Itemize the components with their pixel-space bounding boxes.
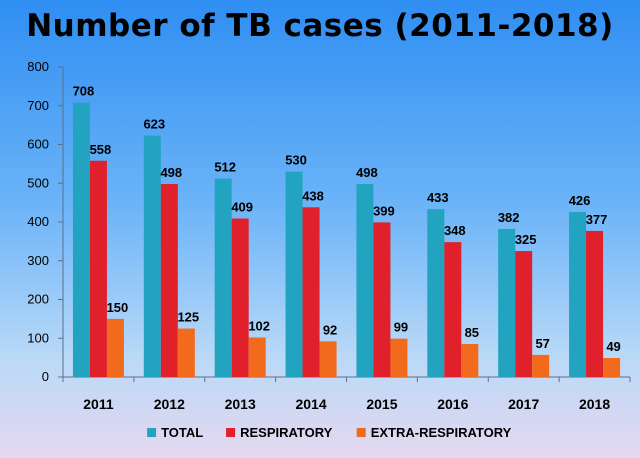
bar-respiratory	[302, 207, 320, 377]
data-label: 348	[444, 223, 466, 238]
data-label: 377	[586, 212, 608, 227]
bar-respiratory	[586, 230, 604, 377]
x-tick-label: 2018	[579, 396, 610, 412]
x-tick-label: 2014	[295, 396, 326, 412]
y-tick-label: 600	[27, 137, 49, 152]
data-label: 325	[515, 232, 537, 247]
data-label: 530	[285, 153, 307, 168]
y-tick-label: 400	[27, 214, 49, 229]
data-label: 382	[498, 210, 520, 225]
y-tick-label: 700	[27, 98, 49, 113]
data-label: 150	[107, 300, 129, 315]
chart-legend: TOTAL RESPIRATORY EXTRA-RESPIRATORY	[147, 425, 512, 440]
data-label: 623	[143, 117, 165, 132]
bar-respiratory	[373, 222, 391, 377]
data-label: 92	[323, 322, 337, 337]
bar-respiratory	[515, 251, 533, 377]
y-tick-label: 500	[27, 175, 49, 190]
x-tick-label: 2017	[508, 396, 539, 412]
x-tick-label: 2016	[437, 396, 468, 412]
bar-total	[143, 135, 161, 377]
bar-extra-respiratory	[603, 358, 621, 377]
x-tick-label: 2013	[225, 396, 256, 412]
bar-total	[498, 228, 516, 377]
bar-respiratory	[160, 184, 178, 377]
y-tick-label: 800	[27, 59, 49, 74]
bar-series-group	[72, 102, 621, 378]
chart-title: Number of TB cases (2011-2018)	[26, 8, 614, 44]
bar-extra-respiratory	[106, 318, 124, 377]
bar-total	[356, 184, 374, 377]
bar-total	[285, 171, 303, 377]
data-label: 399	[373, 203, 395, 218]
bar-respiratory	[444, 242, 462, 377]
data-label: 438	[302, 188, 324, 203]
data-labels-group: 708 623 512 530 498 433 382 426 558 498 409 438 399 3…	[73, 84, 621, 354]
data-label: 49	[606, 339, 620, 354]
y-tick-label: 300	[27, 253, 49, 268]
x-tick-label: 2011	[83, 396, 114, 412]
bar-total	[72, 102, 90, 378]
legend-swatch-extra-respiratory	[356, 428, 366, 437]
y-tick-label: 100	[27, 330, 49, 345]
data-label: 85	[465, 325, 479, 340]
data-label: 102	[248, 318, 270, 333]
x-tick-label: 2012	[154, 396, 185, 412]
data-label: 99	[394, 320, 408, 335]
legend-label: TOTAL	[161, 425, 203, 440]
data-label: 558	[90, 142, 112, 157]
legend-swatch-respiratory	[226, 428, 236, 437]
chart-axes: 0 100 200 300 400 500 600 700 800 2011 2012 2013 201…	[27, 59, 631, 412]
bar-respiratory	[231, 218, 249, 377]
bar-extra-respiratory	[461, 344, 479, 377]
data-label: 426	[569, 193, 591, 208]
bar-extra-respiratory	[248, 337, 266, 377]
x-tick-label: 2015	[366, 396, 397, 412]
bar-extra-respiratory	[390, 338, 408, 377]
data-label: 125	[177, 310, 199, 325]
data-label: 708	[73, 84, 95, 99]
data-label: 409	[231, 200, 253, 215]
data-label: 498	[356, 165, 378, 180]
bar-total	[427, 209, 445, 377]
bar-extra-respiratory	[532, 354, 550, 377]
legend-label: EXTRA-RESPIRATORY	[371, 425, 512, 440]
bar-extra-respiratory	[319, 341, 337, 377]
data-label: 433	[427, 190, 449, 205]
data-label: 57	[535, 336, 549, 351]
legend-label: RESPIRATORY	[240, 425, 333, 440]
bar-total	[569, 211, 587, 377]
bar-respiratory	[89, 160, 107, 377]
data-label: 498	[160, 165, 182, 180]
y-tick-label: 200	[27, 292, 49, 307]
bar-extra-respiratory	[177, 328, 195, 377]
data-label: 512	[214, 160, 236, 175]
y-tick-label: 0	[42, 369, 49, 384]
bar-total	[214, 178, 232, 377]
legend-swatch-total	[147, 428, 157, 437]
